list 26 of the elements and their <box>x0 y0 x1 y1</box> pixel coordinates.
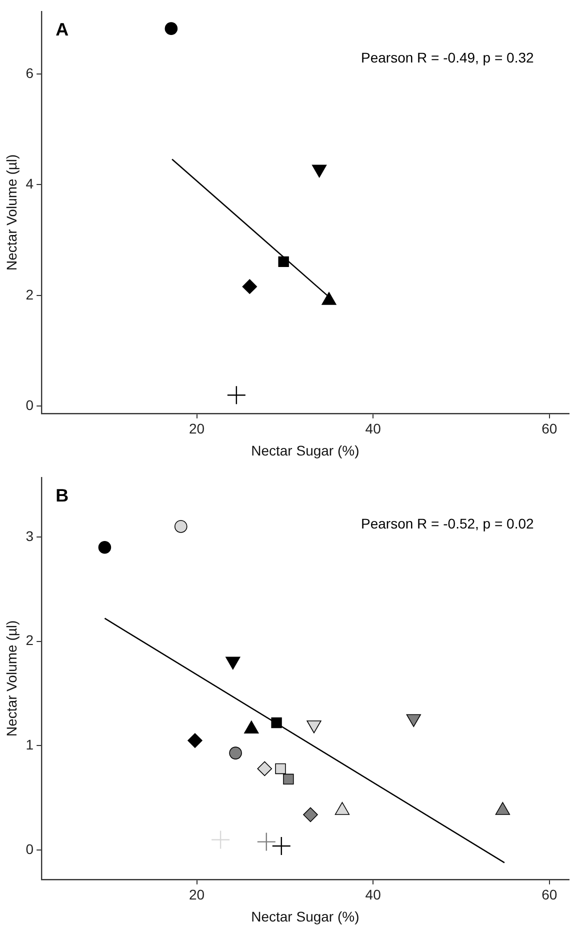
y-axis-title: Nectar Volume (µl) <box>3 154 20 271</box>
y-tick-label: 4 <box>26 176 34 192</box>
y-tick-label: 2 <box>26 286 34 302</box>
y-tick-label: 3 <box>26 528 34 544</box>
point <box>278 256 289 268</box>
y-tick-label: 2 <box>26 632 34 648</box>
y-tick-label: 1 <box>26 736 34 753</box>
x-tick-label: 20 <box>188 886 205 903</box>
point <box>226 386 246 405</box>
point <box>164 22 178 35</box>
x-axis-title: Nectar Sugar (%) <box>251 442 360 458</box>
y-tick-label: 0 <box>26 397 34 414</box>
chart-title: B <box>56 485 69 506</box>
x-tick-label: 60 <box>542 420 558 437</box>
x-axis-title: Nectar Sugar (%) <box>251 908 360 924</box>
chart-title: A <box>56 19 69 40</box>
x-tick-label: 20 <box>188 420 205 437</box>
y-tick-label: 0 <box>26 841 34 858</box>
x-tick-label: 40 <box>365 420 382 437</box>
annotation: Pearson R = -0.52, p = 0.02 <box>361 515 534 532</box>
point <box>242 279 258 294</box>
y-tick-label: 6 <box>26 64 34 81</box>
x-tick-label: 60 <box>542 886 558 903</box>
annotation: Pearson R = -0.49, p = 0.32 <box>361 49 534 66</box>
x-tick-label: 40 <box>365 886 382 903</box>
y-axis-title: Nectar Volume (µl) <box>3 620 20 737</box>
